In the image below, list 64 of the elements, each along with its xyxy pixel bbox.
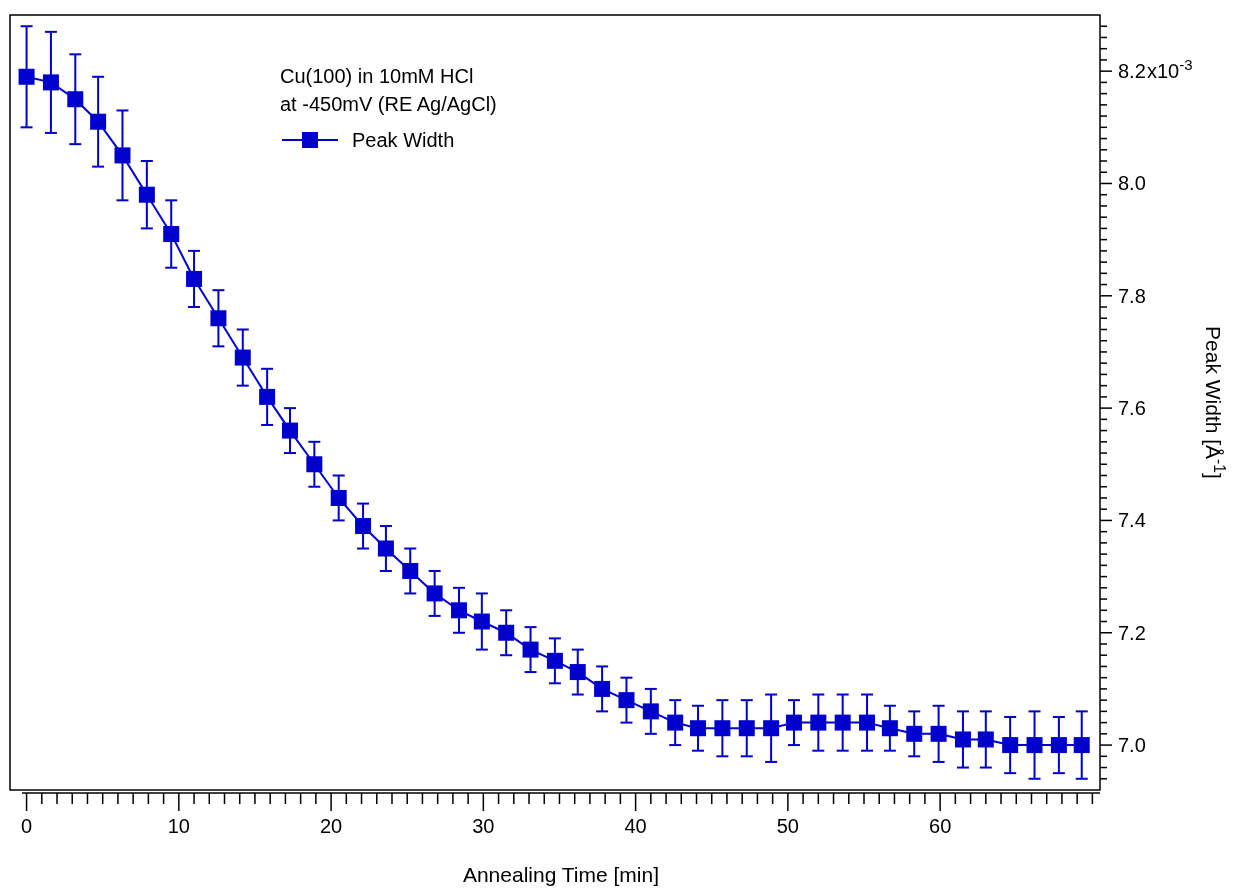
- point: [522, 641, 539, 658]
- y-tick-label: 7.6: [1118, 397, 1146, 420]
- x-tick-label: 50: [776, 815, 799, 837]
- point: [881, 720, 898, 737]
- point: [906, 725, 923, 742]
- point: [281, 422, 298, 439]
- point: [210, 310, 227, 327]
- point: [186, 270, 203, 287]
- x-axis-title: Annealing Time [min]: [462, 863, 660, 886]
- point: [594, 680, 611, 697]
- text: x10$^{-3}$: [1147, 55, 1193, 83]
- x-tick-label: 30: [472, 815, 495, 837]
- point: [738, 720, 755, 737]
- point: [810, 714, 827, 731]
- point: [18, 68, 35, 85]
- point: [954, 731, 971, 748]
- point: [67, 91, 84, 108]
- point: [569, 664, 586, 681]
- y-tick-label: 7.0: [1118, 734, 1146, 757]
- point: [763, 720, 780, 737]
- point: [163, 226, 180, 243]
- y-tick-label: 7.4: [1118, 509, 1146, 532]
- point: [355, 518, 372, 535]
- point: [977, 731, 994, 748]
- point: [785, 714, 802, 731]
- y-tick-label: 8.2: [1118, 60, 1146, 83]
- y-tick-label: 7.2: [1118, 621, 1146, 644]
- point: [426, 585, 443, 602]
- point: [834, 714, 851, 731]
- point: [114, 147, 131, 164]
- point: [473, 613, 490, 630]
- point: [930, 725, 947, 742]
- x-tick-label: 20: [319, 815, 343, 837]
- point: [450, 602, 467, 619]
- point: [1050, 737, 1067, 754]
- point: [618, 692, 635, 709]
- point: [667, 714, 684, 731]
- legend-label: Peak Width: [352, 129, 455, 151]
- point: [642, 703, 659, 720]
- point: [1026, 737, 1043, 754]
- annotation: Cu(100) in 10mM HCl: [280, 65, 474, 87]
- point: [498, 624, 515, 641]
- point: [690, 720, 707, 737]
- point: [42, 74, 59, 91]
- point: [306, 456, 323, 473]
- point: [1073, 737, 1090, 754]
- point: [1002, 737, 1019, 754]
- y-tick-label: 8.0: [1118, 172, 1146, 195]
- point: [402, 562, 419, 579]
- point: [234, 349, 251, 366]
- y-tick-label: 7.8: [1118, 284, 1146, 307]
- x-tick-label: 0: [21, 815, 33, 837]
- x-tick-label: 60: [929, 815, 952, 837]
- point: [377, 540, 394, 557]
- point: [714, 720, 731, 737]
- point: [138, 186, 155, 203]
- point: [546, 652, 563, 669]
- point: [330, 489, 347, 506]
- point: [90, 113, 107, 130]
- point: [859, 714, 876, 731]
- annotation: at -450mV (RE Ag/AgCl): [280, 93, 497, 115]
- x-tick-label: 40: [624, 815, 647, 837]
- x-tick-label: 10: [167, 815, 190, 837]
- point: [259, 388, 276, 405]
